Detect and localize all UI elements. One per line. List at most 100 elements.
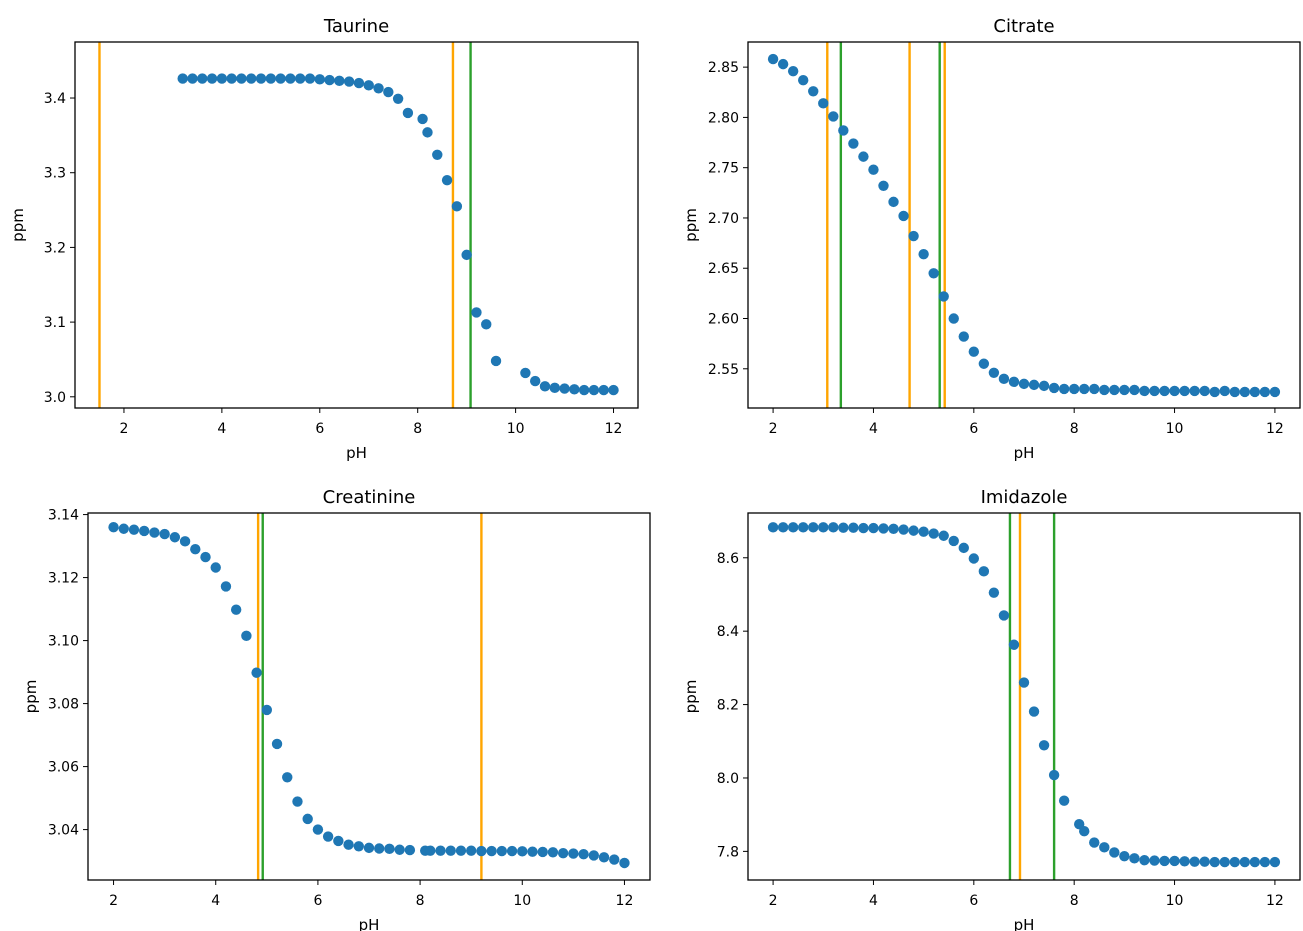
- data-point: [1058, 795, 1070, 806]
- data-point: [1179, 856, 1190, 867]
- x-tick-label: 8: [1070, 893, 1079, 909]
- data-point: [159, 528, 170, 540]
- x-tick-label: 8: [1070, 421, 1079, 437]
- data-point: [619, 857, 630, 869]
- data-point: [118, 523, 129, 534]
- data-point: [435, 845, 446, 856]
- data-point: [1209, 386, 1220, 398]
- y-tick-label: 3.1: [44, 315, 66, 331]
- data-point: [998, 610, 1010, 621]
- data-point: [549, 382, 560, 394]
- y-tick-label: 3.08: [48, 697, 79, 713]
- data-point: [1179, 385, 1190, 397]
- data-point: [1219, 385, 1230, 397]
- data-point: [1048, 382, 1060, 394]
- data-point: [1149, 855, 1160, 866]
- data-point: [383, 86, 394, 98]
- data-point: [578, 848, 589, 860]
- data-point: [220, 581, 232, 592]
- data-point: [1169, 855, 1180, 867]
- x-tick-label: 10: [513, 893, 531, 909]
- data-point: [1119, 850, 1130, 862]
- data-point: [848, 138, 859, 149]
- data-point: [1048, 769, 1060, 781]
- data-point: [451, 201, 463, 212]
- y-tick-label: 8.2: [717, 698, 739, 714]
- data-point: [179, 536, 191, 547]
- y-tick-label: 3.0: [44, 390, 66, 406]
- data-point: [295, 73, 306, 84]
- data-point: [1089, 837, 1100, 848]
- y-tick-label: 7.8: [717, 844, 739, 860]
- x-tick-label: 12: [605, 421, 623, 437]
- data-point: [798, 75, 809, 86]
- data-point: [363, 842, 375, 854]
- data-point: [988, 367, 1000, 379]
- data-point: [441, 174, 453, 186]
- data-point: [767, 53, 779, 65]
- data-point: [838, 522, 849, 533]
- data-point: [1099, 384, 1110, 396]
- data-point: [1239, 386, 1251, 398]
- data-point: [177, 73, 188, 84]
- y-tick-label: 3.04: [48, 823, 79, 839]
- data-point: [908, 525, 919, 536]
- x-axis-label: pH: [359, 916, 380, 931]
- data-point: [918, 526, 929, 537]
- panel-title: Citrate: [993, 16, 1054, 37]
- data-point: [261, 704, 273, 716]
- data-point: [1159, 855, 1170, 867]
- data-point: [206, 73, 218, 84]
- data-point: [1169, 385, 1180, 397]
- data-point: [1249, 856, 1261, 868]
- x-axis-label: pH: [346, 444, 367, 462]
- axes-frame: [74, 41, 639, 409]
- data-point: [187, 73, 198, 84]
- data-point: [417, 113, 428, 125]
- x-axis-label: pH: [1014, 916, 1035, 931]
- data-point: [471, 307, 482, 318]
- data-point: [128, 524, 140, 535]
- x-tick-label: 2: [109, 893, 118, 909]
- data-point: [1249, 386, 1261, 398]
- data-point: [1209, 856, 1220, 868]
- data-point: [486, 845, 497, 857]
- data-point: [608, 384, 619, 396]
- data-point: [878, 523, 889, 534]
- data-point: [455, 845, 467, 856]
- y-tick-label: 2.70: [708, 211, 739, 227]
- data-point: [559, 383, 570, 394]
- data-point: [304, 73, 316, 84]
- axes-frame: [87, 512, 651, 881]
- panel-title: Taurine: [323, 16, 389, 37]
- data-point: [496, 845, 508, 857]
- y-tick-label: 2.55: [708, 362, 739, 378]
- data-point: [353, 841, 364, 852]
- data-point: [322, 831, 334, 842]
- plot-area: [767, 42, 1281, 408]
- data-point: [302, 813, 313, 825]
- data-point: [1259, 386, 1271, 398]
- data-point: [226, 73, 237, 84]
- data-point: [767, 522, 779, 533]
- data-point: [928, 528, 939, 539]
- data-point: [998, 373, 1010, 385]
- data-point: [868, 522, 879, 534]
- plot-area: [108, 513, 630, 880]
- panel-citrate: Citrate pH ppm 2 4 6 8 10 12 2.55 2.60 2.65 2.70 2…: [682, 16, 1301, 462]
- x-tick-label: 2: [119, 421, 128, 437]
- axes-frame: [747, 41, 1301, 409]
- data-point: [898, 210, 909, 222]
- data-point: [353, 77, 365, 89]
- x-tick-label: 12: [1266, 421, 1284, 437]
- data-point: [978, 566, 990, 577]
- y-tick-label: 3.06: [48, 760, 79, 776]
- x-tick-label: 2: [769, 893, 778, 909]
- x-tick-label: 6: [969, 893, 978, 909]
- y-tick-label: 3.3: [44, 166, 66, 182]
- x-tick-label: 4: [869, 893, 878, 909]
- data-point: [878, 180, 889, 191]
- data-point: [938, 291, 949, 302]
- data-point: [251, 667, 262, 678]
